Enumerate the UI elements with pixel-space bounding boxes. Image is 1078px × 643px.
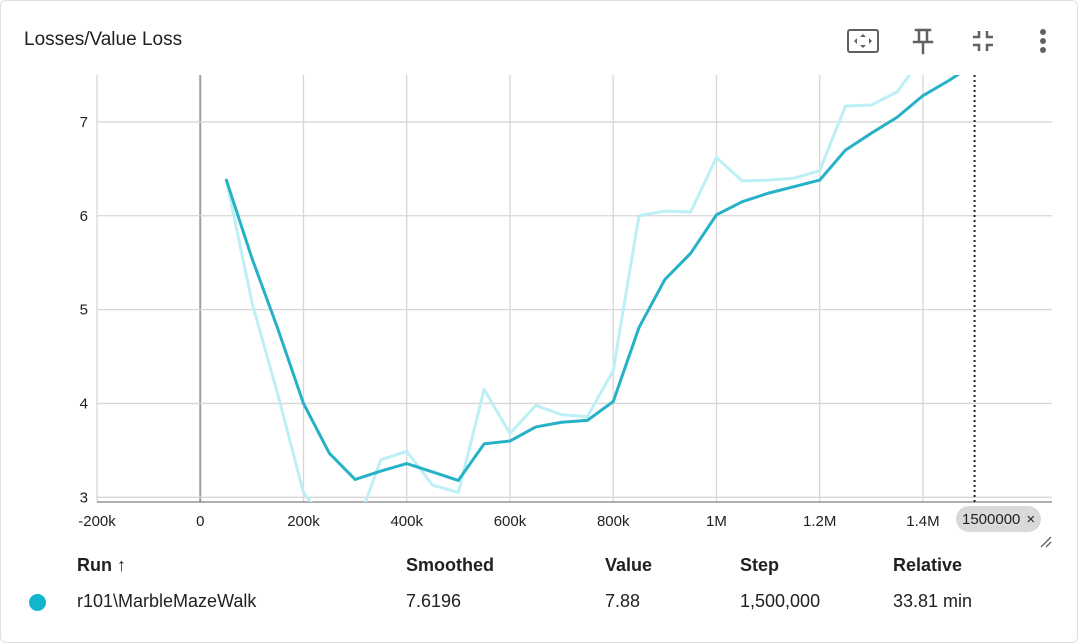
run-smoothed-value: 7.6196 [406,591,462,611]
y-tick-label: 3 [80,489,88,506]
raw-series-line [224,75,912,502]
plot-area [224,75,961,502]
more-vertical-icon [1040,29,1046,53]
column-header-run[interactable]: Run ↑ [77,555,126,575]
resize-handle-icon[interactable] [1038,534,1052,548]
run-color-dot [29,594,46,611]
close-icon[interactable]: × [1026,510,1036,528]
x-tick-label: 1.2M [803,513,836,530]
y-tick-label: 7 [80,114,88,131]
smoothed-series-line [224,75,961,482]
x-tick-label: 600k [494,513,527,530]
x-tick-label: 200k [287,513,320,530]
run-step: 1,500,000 [740,591,821,611]
run-value: 7.88 [605,591,641,611]
column-header-smoothed[interactable]: Smoothed [406,555,494,575]
y-tick-label: 5 [80,302,88,319]
fit-to-domain-button[interactable] [845,23,881,59]
y-tick-label: 6 [80,208,88,225]
step-marker-chip[interactable]: 1500000 × [956,506,1042,532]
x-tick-label: -200k [78,513,116,530]
column-header-relative[interactable]: Relative [893,555,963,575]
x-tick-label: 400k [390,513,423,530]
card-title: Losses/Value Loss [24,29,183,50]
pin-button[interactable] [905,23,941,59]
more-options-button[interactable] [1025,23,1061,59]
run-relative-time: 33.81 min [893,591,973,611]
run-name: r101\MarbleMazeWalk [77,591,257,611]
x-tick-label: 0 [196,513,204,530]
column-header-value[interactable]: Value [605,555,653,575]
x-tick-label: 800k [597,513,630,530]
step-marker-label: 1500000 [962,510,1021,528]
pin-icon [912,28,934,55]
collapse-icon [973,31,993,51]
line-chart[interactable]: -200k 0 200k 400k 600k 800k 1M 1.2M 1.4M 3 4 5 6 7 [0,0,1078,545]
x-tick-label: 1M [706,513,727,530]
x-tick-label: 1.4M [906,513,939,530]
collapse-button[interactable] [965,23,1001,59]
column-header-step[interactable]: Step [740,555,780,575]
y-tick-label: 4 [80,395,88,412]
fit-to-domain-icon [847,29,879,53]
